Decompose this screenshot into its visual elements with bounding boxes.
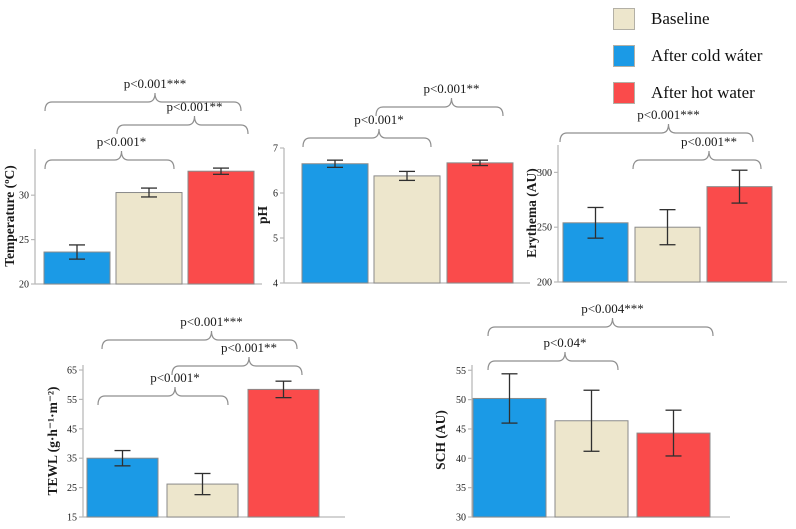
legend-item-after-cold-water: After cold wáter	[613, 45, 762, 67]
ph-tick-label-6: 6	[273, 189, 278, 200]
legend-label-after-hot-water: After hot water	[651, 83, 755, 102]
temperature-sig-bracket-3	[44, 92, 242, 112]
temperature-bar-baseline	[115, 192, 183, 285]
erythema-error-bar-after-hot-water	[731, 169, 748, 204]
sch-error-bar-after-hot-water	[665, 409, 682, 457]
sch-chart: 30 35 40 45 50 55 SCH (AU) p<0.04* p<0.004***	[433, 301, 730, 524]
sch-y-axis-title: SCH (AU)	[433, 410, 448, 470]
ph-error-bar-after-cold-water	[327, 159, 343, 169]
ph-bar-after-hot-water	[446, 162, 514, 284]
legend-swatch-baseline	[613, 8, 635, 30]
erythema-y-axis-title: Erythema (AU)	[524, 168, 539, 258]
tewl-error-bar-baseline	[194, 472, 211, 496]
legend-label-baseline: Baseline	[651, 9, 710, 28]
tewl-sig-label-1: p<0.001*	[150, 370, 200, 385]
temperature-sig-label-1: p<0.001*	[97, 134, 147, 149]
sch-error-bar-after-cold-water	[501, 373, 518, 424]
sch-sig-label-2: p<0.004***	[581, 301, 644, 316]
tewl-chart: 15 25 35 45 55 65 TEWL (g·h⁻¹·m⁻²) p<0.001* p<0.…	[45, 314, 345, 524]
erythema-tick-label-200: 200	[537, 278, 552, 289]
tewl-sig-label-2: p<0.001**	[221, 340, 277, 355]
tewl-y-axis-title: TEWL (g·h⁻¹·m⁻²)	[45, 387, 60, 496]
tewl-sig-bracket-2	[171, 356, 303, 376]
legend-item-after-hot-water: After hot water	[613, 82, 762, 104]
legend-swatch-after-hot-water	[613, 82, 635, 104]
sch-tick-label-35: 35	[456, 483, 466, 494]
temperature-error-bar-after-hot-water	[213, 167, 229, 175]
temperature-tick-label-20: 20	[19, 280, 29, 291]
temperature-sig-label-3: p<0.001***	[124, 76, 187, 91]
erythema-error-bar-baseline	[659, 209, 676, 246]
sch-tick-label-30: 30	[456, 513, 466, 524]
ph-error-bar-after-hot-water	[472, 159, 488, 167]
tewl-error-bar-after-cold-water	[114, 449, 131, 467]
ph-chart: 4 5 6 7 pH p<0.001* p<0.001**	[255, 81, 530, 290]
erythema-tick-label-300: 300	[537, 168, 552, 179]
ph-tick-label-7: 7	[273, 144, 278, 155]
sch-sig-bracket-2	[487, 317, 714, 337]
tewl-tick-label-25: 25	[67, 483, 77, 494]
temperature-bar-after-hot-water	[187, 170, 255, 285]
ph-sig-label-1: p<0.001*	[354, 112, 404, 127]
tewl-tick-label-45: 45	[67, 424, 77, 435]
sch-tick-label-55: 55	[456, 366, 466, 377]
temperature-sig-bracket-2	[116, 115, 249, 135]
temperature-error-bar-after-cold-water	[69, 244, 85, 260]
sch-sig-bracket-1	[487, 351, 619, 371]
tewl-bar-after-hot-water	[247, 388, 320, 518]
temperature-sig-bracket-1	[44, 150, 175, 170]
erythema-tick-label-250: 250	[537, 223, 552, 234]
erythema-sig-bracket-1	[559, 123, 754, 143]
tewl-error-bar-after-hot-water	[275, 380, 292, 399]
sch-tick-label-50: 50	[456, 395, 466, 406]
tewl-tick-label-65: 65	[67, 365, 77, 376]
temperature-error-bar-baseline	[141, 187, 157, 198]
erythema-sig-label-1: p<0.001***	[637, 107, 700, 122]
tewl-tick-label-15: 15	[67, 513, 77, 524]
tewl-sig-bracket-1	[97, 386, 229, 406]
temperature-sig-label-2: p<0.001**	[166, 99, 222, 114]
sch-error-bar-baseline	[583, 389, 600, 452]
tewl-tick-label-55: 55	[67, 395, 77, 406]
ph-sig-label-2: p<0.001**	[423, 81, 479, 96]
ph-tick-label-4: 4	[273, 279, 278, 290]
temperature-y-axis-title: Temperature (ºC)	[2, 165, 17, 267]
ph-tick-label-5: 5	[273, 234, 278, 245]
ph-bar-baseline	[373, 175, 441, 284]
temperature-tick-label-30: 30	[19, 191, 29, 202]
temperature-tick-label-25: 25	[19, 235, 29, 246]
ph-bar-after-cold-water	[301, 163, 369, 284]
ph-sig-bracket-2	[375, 97, 504, 117]
tewl-tick-label-35: 35	[67, 454, 77, 465]
sch-tick-label-40: 40	[456, 454, 466, 465]
legend-item-baseline: Baseline	[613, 8, 762, 30]
ph-error-bar-baseline	[399, 170, 415, 182]
erythema-error-bar-after-cold-water	[587, 206, 604, 239]
ph-sig-bracket-1	[302, 128, 432, 148]
ph-y-axis-title: pH	[255, 205, 270, 224]
tewl-sig-label-3: p<0.001***	[180, 314, 243, 329]
sch-sig-label-1: p<0.04*	[543, 335, 586, 350]
sch-tick-label-45: 45	[456, 424, 466, 435]
legend-swatch-after-cold-water	[613, 45, 635, 67]
erythema-sig-label-2: p<0.001**	[681, 134, 737, 149]
tewl-bar-after-cold-water	[86, 457, 159, 518]
tewl-sig-bracket-3	[101, 330, 298, 350]
erythema-sig-bracket-2	[632, 150, 762, 170]
legend: Baseline After cold wáter After hot wate…	[613, 8, 762, 119]
legend-label-after-cold-water: After cold wáter	[651, 46, 763, 65]
